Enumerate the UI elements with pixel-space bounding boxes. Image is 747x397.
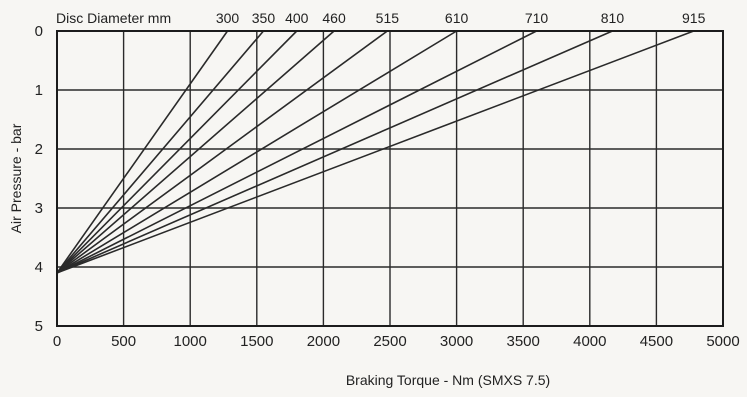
x-tick-label: 5000 (706, 333, 739, 350)
x-tick-label: 3000 (440, 333, 473, 350)
series-line-710 (56, 30, 537, 274)
grid (56, 30, 724, 327)
x-tick-labels: 0 500 1000 1500 2000 2500 3000 3500 4000 4500 5000 (53, 333, 740, 350)
series-line-300 (56, 30, 229, 274)
x-tick-label: 4500 (640, 333, 673, 350)
y-tick-label: 0 (35, 23, 43, 40)
series-line-810 (56, 30, 613, 274)
y-axis-title: Air Pressure - bar (8, 123, 24, 233)
series-line-400 (56, 30, 298, 274)
y-tick-label: 4 (35, 259, 43, 276)
series-line-350 (56, 30, 265, 274)
y-tick-label: 3 (35, 200, 43, 217)
series-label-350: 350 (252, 10, 276, 26)
series-label-300: 300 (216, 10, 240, 26)
x-tick-label: 4000 (573, 333, 606, 350)
y-tick-label: 2 (35, 141, 43, 158)
series-label-400: 400 (285, 10, 309, 26)
plot-frame (56, 30, 724, 327)
x-tick-label: 2500 (373, 333, 406, 350)
series-line-460 (56, 30, 335, 274)
series-label-810: 810 (601, 10, 625, 26)
x-tick-label: 500 (111, 333, 136, 350)
series-labels: 300 350 400 460 515 610 710 810 915 (216, 10, 706, 26)
x-axis-title: Braking Torque - Nm (SMXS 7.5) (346, 372, 550, 388)
y-tick-label: 5 (35, 318, 43, 335)
x-tick-label: 1500 (240, 333, 273, 350)
series-label-915: 915 (682, 10, 706, 26)
series-line-915 (56, 30, 694, 274)
y-tick-label: 1 (35, 82, 43, 99)
y-tick-labels: 0 1 2 3 4 5 (35, 23, 43, 335)
series-line-610 (56, 30, 458, 274)
x-tick-label: 0 (53, 333, 61, 350)
series-line-515 (56, 30, 388, 274)
series-label-710: 710 (525, 10, 549, 26)
x-tick-label: 1000 (174, 333, 207, 350)
x-tick-label: 2000 (307, 333, 340, 350)
series-label-460: 460 (322, 10, 346, 26)
x-tick-label: 3500 (507, 333, 540, 350)
series-lines (56, 30, 694, 274)
series-label-610: 610 (445, 10, 469, 26)
series-label-515: 515 (376, 10, 400, 26)
legend-title: Disc Diameter mm (56, 10, 171, 26)
